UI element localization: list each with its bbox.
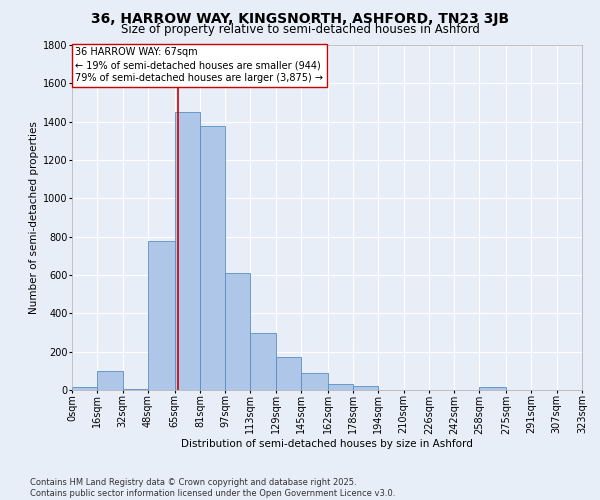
Bar [353,386,379,390]
Bar [148,242,175,390]
Bar [301,373,328,390]
Text: Contains HM Land Registry data © Crown copyright and database right 2025.
Contai: Contains HM Land Registry data © Crown c… [30,478,395,498]
Bar [122,389,148,390]
Text: Size of property relative to semi-detached houses in Ashford: Size of property relative to semi-detach… [121,22,479,36]
Bar [250,332,275,390]
X-axis label: Distribution of semi-detached houses by size in Ashford: Distribution of semi-detached houses by … [181,439,473,449]
Bar [275,358,301,390]
Bar [175,112,200,390]
Bar [479,387,506,390]
Bar [200,126,225,390]
Text: 36 HARROW WAY: 67sqm
← 19% of semi-detached houses are smaller (944)
79% of semi: 36 HARROW WAY: 67sqm ← 19% of semi-detac… [75,47,323,84]
Bar [328,384,353,390]
Bar [72,387,97,390]
Y-axis label: Number of semi-detached properties: Number of semi-detached properties [29,121,39,314]
Bar [97,371,122,390]
Text: 36, HARROW WAY, KINGSNORTH, ASHFORD, TN23 3JB: 36, HARROW WAY, KINGSNORTH, ASHFORD, TN2… [91,12,509,26]
Bar [225,273,250,390]
